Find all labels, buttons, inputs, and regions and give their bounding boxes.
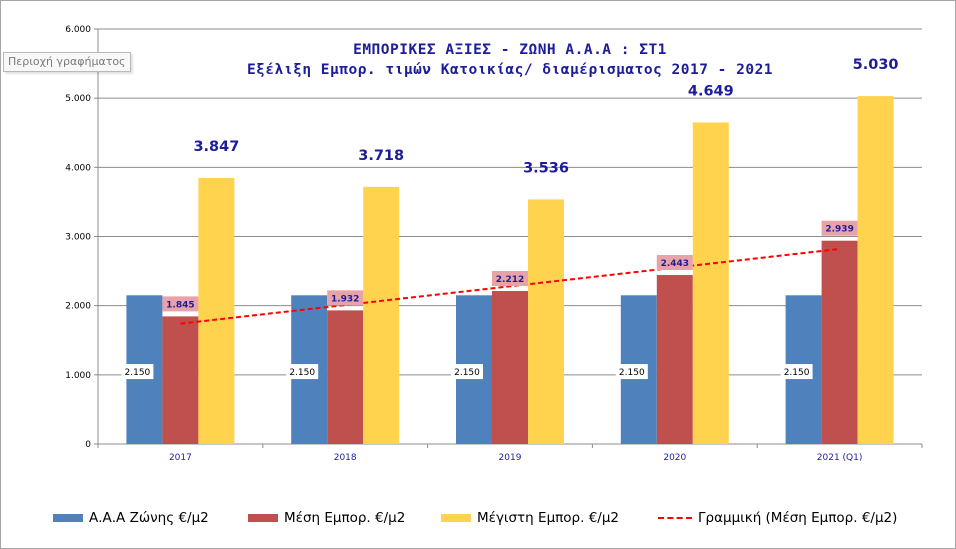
data-label-aaa-zone: 2.150 <box>454 368 480 378</box>
data-label-box-average <box>492 271 528 287</box>
data-label-box-aaa-zone <box>615 364 648 380</box>
bar-maximum <box>198 177 235 444</box>
y-tick-label: 0 <box>85 440 91 450</box>
x-tick-label: 2020 <box>663 453 686 463</box>
data-label-box-average <box>162 296 199 312</box>
data-label-box-aaa-zone <box>286 364 319 380</box>
legend-item-maximum: Μέγιστη Εμπορ. €/μ2 <box>441 506 619 530</box>
legend-label-trendline: Γραμμική (Μέση Εμπορ. €/μ2) <box>698 510 898 526</box>
bar-average <box>327 310 364 444</box>
chart-title-line-1: ΕΜΠΟΡΙΚΕΣ ΑΞΙΕΣ - ΖΩΝΗ Α.Α.Α : ΣΤ1 <box>353 42 667 58</box>
data-label-maximum: 3.718 <box>358 148 404 164</box>
chart-subtitle: Εξέλιξη Εμπορ. τιμών Κατοικίας/ διαμέρισ… <box>246 62 774 78</box>
data-label-aaa-zone: 2.150 <box>784 368 810 378</box>
bar-maximum <box>363 186 400 445</box>
x-tick-label: 2019 <box>499 453 522 463</box>
legend-label-average: Μέση Εμπορ. €/μ2 <box>284 510 406 526</box>
data-label-aaa-zone: 2.150 <box>125 368 151 378</box>
x-tick-label: 2017 <box>169 453 192 463</box>
legend-swatch-average <box>248 514 278 522</box>
legend-swatch-trendline <box>658 517 692 519</box>
legend-item-average: Μέση Εμπορ. €/μ2 <box>248 506 405 530</box>
data-label-average: 2.443 <box>661 259 689 269</box>
bar-average <box>656 275 693 444</box>
y-tick-label: 4.000 <box>65 163 91 173</box>
x-tick-label: 2018 <box>334 453 357 463</box>
y-tick-label: 5.000 <box>65 94 91 104</box>
data-label-maximum: 3.536 <box>523 160 569 176</box>
legend-item-aaa-zone: Α.Α.Α Ζώνης €/μ2 <box>53 506 209 530</box>
bar-average <box>162 316 199 444</box>
data-label-average: 1.845 <box>166 300 194 310</box>
data-label-aaa-zone: 2.150 <box>619 368 645 378</box>
bar-maximum <box>857 96 894 444</box>
y-tick-label: 1.000 <box>65 371 91 381</box>
legend-item-trendline: Γραμμική (Μέση Εμπορ. €/μ2) <box>658 506 897 530</box>
bar-maximum <box>528 199 564 444</box>
data-label-average: 2.212 <box>496 275 524 285</box>
y-tick-label: 6.000 <box>65 25 91 35</box>
legend-swatch-maximum <box>441 514 471 522</box>
data-label-box-average <box>656 255 693 271</box>
data-label-average: 1.932 <box>331 294 359 304</box>
chart-legend: Α.Α.Α Ζώνης €/μ2 Μέση Εμπορ. €/μ2 Μέγιστ… <box>0 506 956 530</box>
data-label-box-aaa-zone <box>451 364 483 380</box>
data-label-box-average <box>821 220 858 236</box>
data-label-box-aaa-zone <box>121 364 154 380</box>
legend-label-aaa-zone: Α.Α.Α Ζώνης €/μ2 <box>89 510 209 526</box>
chart-title: ΕΜΠΟΡΙΚΕΣ ΑΞΙΕΣ - ΖΩΝΗ Α.Α.Α : ΣΤ1 Εξέλι… <box>180 40 840 80</box>
data-label-box-average <box>327 290 364 306</box>
chart-area-tooltip: Περιοχή γραφήματος <box>3 52 131 72</box>
data-label-maximum: 3.847 <box>193 139 239 155</box>
data-label-aaa-zone: 2.150 <box>289 368 315 378</box>
bar-average <box>492 291 528 444</box>
legend-label-maximum: Μέγιστη Εμπορ. €/μ2 <box>477 510 620 526</box>
trendline <box>180 247 840 325</box>
y-tick-label: 3.000 <box>65 233 91 243</box>
x-tick-label: 2021 (Q1) <box>817 453 863 463</box>
bar-maximum <box>692 122 729 445</box>
bar-average <box>821 240 858 444</box>
data-label-maximum: 5.030 <box>853 57 899 73</box>
data-label-box-aaa-zone <box>780 364 813 380</box>
legend-swatch-aaa-zone <box>53 514 83 522</box>
data-label-maximum: 4.649 <box>688 83 734 99</box>
data-label-average: 2.939 <box>825 225 853 235</box>
y-tick-label: 2.000 <box>65 302 91 312</box>
